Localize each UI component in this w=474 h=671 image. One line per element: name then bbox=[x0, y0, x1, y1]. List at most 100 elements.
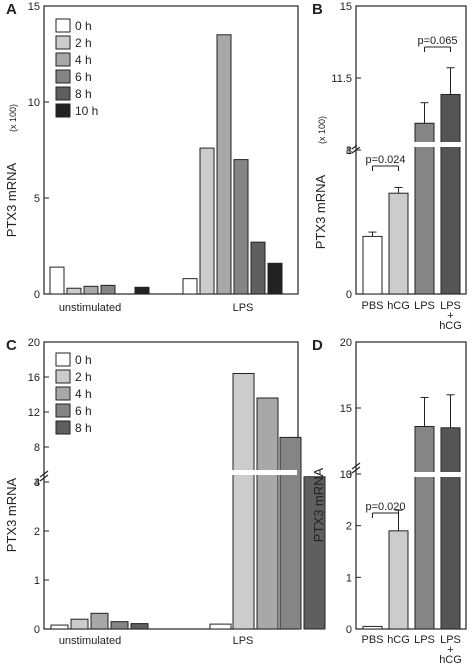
panel-c-y-tick-label: 16 bbox=[28, 372, 40, 384]
panel-letter-c: C bbox=[6, 337, 17, 354]
panel-b-category-label: LPS bbox=[414, 300, 435, 312]
panel-c-legend-swatch bbox=[55, 420, 71, 435]
panel-c-y-tick-label: 2 bbox=[34, 526, 40, 538]
panel-a-y-tick-label: 5 bbox=[34, 193, 40, 205]
panel-d-category-label: LPS bbox=[440, 634, 461, 646]
panel-b-y-tick-label: 15 bbox=[340, 1, 352, 13]
panel-c-bar bbox=[232, 373, 255, 630]
panel-c-bar bbox=[209, 623, 232, 630]
panel-a-frame bbox=[43, 5, 299, 295]
panel-d-category-label: + bbox=[447, 644, 453, 656]
panel-d-axis-break bbox=[351, 462, 361, 470]
panel-c-group-label: LPS bbox=[233, 635, 254, 647]
panel-letter-a: A bbox=[6, 1, 17, 18]
panel-a-bar bbox=[66, 287, 82, 295]
panel-c-y-tick-label: 0 bbox=[34, 624, 40, 636]
panel-b-bar bbox=[362, 235, 383, 295]
panel-c-bar bbox=[303, 476, 326, 630]
panel-b-category-label: LPS bbox=[440, 300, 461, 312]
panel-b-category-label: PBS bbox=[361, 300, 383, 312]
panel-b-y-tick-label: 1 bbox=[346, 145, 352, 157]
panel-c-y-tick-label: 12 bbox=[28, 407, 40, 419]
panel-c-legend-label: 0 h bbox=[75, 353, 92, 367]
panel-a-bar bbox=[199, 147, 215, 295]
panel-d-ylabel: PTX3 mRNA bbox=[311, 467, 326, 542]
panel-a-bar bbox=[267, 262, 283, 295]
panel-d-bar bbox=[440, 427, 461, 630]
panel-b-ylabel-suffix: (x 100) bbox=[317, 116, 327, 144]
panel-d-category-label: hCG bbox=[387, 634, 410, 646]
panel-letter-b: B bbox=[312, 1, 323, 18]
panel-b-y-tick-label: 11.5 bbox=[331, 73, 352, 85]
panel-a-bar bbox=[49, 266, 65, 295]
panel-c-bar bbox=[130, 623, 149, 630]
panel-a-legend-label: 6 h bbox=[75, 70, 92, 84]
panel-c-legend-swatch bbox=[55, 386, 71, 401]
panel-a-legend-swatch bbox=[55, 103, 71, 118]
panel-c-ylabel: PTX3 mRNA bbox=[4, 477, 19, 552]
panel-c-legend-swatch bbox=[55, 369, 71, 384]
panel-a-legend-swatch bbox=[55, 86, 71, 101]
panel-b-pvalue: p=0.024 bbox=[365, 154, 405, 166]
panel-b-category-label: + bbox=[447, 310, 453, 322]
panel-d-category-label: PBS bbox=[361, 634, 383, 646]
panel-d-bar bbox=[414, 425, 435, 630]
panel-c-axis-break bbox=[39, 470, 49, 478]
panel-c-bar bbox=[256, 397, 279, 630]
panel-a-legend-label: 4 h bbox=[75, 53, 92, 67]
panel-b-bar bbox=[440, 93, 461, 295]
panel-a: A PTX3 mRNA (x 100) 0 5 10 15 0 h 2 h 4 h 6 h 8… bbox=[4, 1, 299, 314]
panel-d-bar bbox=[362, 625, 383, 630]
panel-d-category-label: LPS bbox=[414, 634, 435, 646]
panel-a-bar bbox=[216, 34, 232, 295]
panel-a-bar bbox=[182, 278, 198, 295]
panel-d-break-band bbox=[410, 472, 465, 477]
panel-d-frame bbox=[355, 341, 467, 630]
panel-b: B PTX3 mRNA (x 100) 0 18 11.5 15 p=0.024 p=0… bbox=[312, 1, 467, 332]
panel-b-y-tick-label: 8 bbox=[346, 145, 352, 157]
panel-c-axis-break bbox=[39, 474, 49, 482]
panel-a-y-tick-label: 10 bbox=[28, 97, 40, 109]
panel-a-legend-label: 2 h bbox=[75, 36, 92, 50]
panel-a-bar bbox=[233, 159, 249, 295]
panel-d-y-tick-label: 3 bbox=[346, 469, 352, 481]
panel-d-y-tick-label: 1 bbox=[346, 572, 352, 584]
panel-a-legend-swatch bbox=[55, 35, 71, 50]
panel-d-pvalue: p=0.020 bbox=[365, 501, 405, 513]
panel-a-bar bbox=[83, 285, 99, 295]
panel-c-y-tick-label: 20 bbox=[28, 337, 40, 349]
panel-c-y-tick-label: 3 bbox=[34, 477, 40, 489]
panel-c-group-label: unstimulated bbox=[59, 635, 121, 647]
panel-d-axis-break bbox=[351, 466, 361, 474]
panel-b-category-label: hCG bbox=[387, 300, 410, 312]
panel-a-group-label: LPS bbox=[233, 302, 254, 314]
panel-b-category-label: hCG bbox=[439, 320, 462, 332]
panel-a-legend-label: 10 h bbox=[75, 104, 98, 118]
panel-c-y-tick-label: 4 bbox=[34, 477, 40, 489]
panel-d-category-label: hCG bbox=[439, 654, 462, 666]
panel-c-break-band bbox=[205, 470, 297, 475]
panel-c-legend-label: 8 h bbox=[75, 421, 92, 435]
panel-c-y-tick-label: 8 bbox=[34, 442, 40, 454]
panel-c-bar bbox=[70, 618, 89, 630]
panel-d-y-tick-label: 10 bbox=[340, 469, 352, 481]
panel-a-ylabel: PTX3 mRNA bbox=[4, 162, 19, 237]
panel-c-legend-swatch bbox=[55, 352, 71, 367]
panel-b-axis-break bbox=[351, 146, 361, 154]
panel-b-break-band bbox=[357, 142, 465, 147]
panel-c-bar bbox=[50, 624, 69, 630]
panel-c-legend-swatch bbox=[55, 403, 71, 418]
panel-a-group-label: unstimulated bbox=[59, 302, 121, 314]
panel-b-ylabel: PTX3 mRNA bbox=[313, 174, 328, 249]
panel-c-legend-label: 6 h bbox=[75, 404, 92, 418]
panel-a-bar bbox=[250, 241, 266, 295]
panel-c-legend-label: 2 h bbox=[75, 370, 92, 384]
panel-b-y-tick-label: 0 bbox=[346, 289, 352, 301]
panel-a-legend-label: 8 h bbox=[75, 87, 92, 101]
panel-a-legend-swatch bbox=[55, 52, 71, 67]
panel-d-bar bbox=[388, 530, 409, 630]
panel-b-bar bbox=[414, 122, 435, 295]
panel-letter-d: D bbox=[312, 337, 323, 354]
